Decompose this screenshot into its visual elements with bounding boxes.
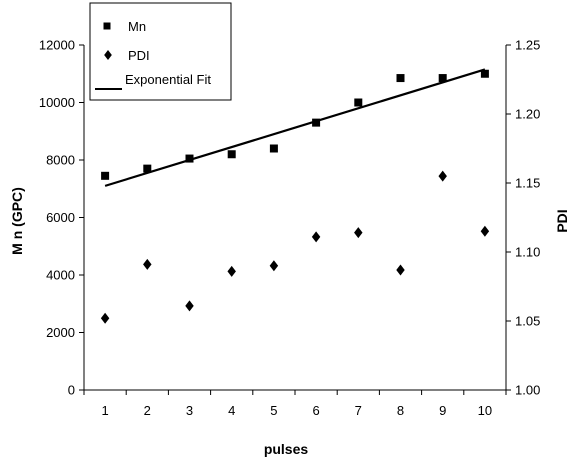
pdi-point: [396, 264, 405, 276]
x-tick-label: 1: [101, 403, 108, 418]
y-right-tick-label: 1.25: [515, 38, 540, 53]
mn-point: [227, 150, 236, 159]
y-right-axis-label: PDI: [554, 209, 570, 232]
x-tick-label: 7: [355, 403, 362, 418]
mn-point: [354, 98, 363, 107]
y-right-tick-label: 1.00: [515, 383, 540, 398]
mn-point: [143, 164, 152, 173]
pdi-point: [100, 312, 110, 324]
legend-label-mn: Mn: [128, 19, 146, 34]
x-tick-label: 2: [144, 403, 151, 418]
x-tick-label: 4: [228, 403, 235, 418]
mn-point: [312, 118, 321, 127]
pdi-point: [438, 170, 447, 182]
mn-point: [396, 74, 405, 83]
x-tick-label: 6: [312, 403, 319, 418]
y-left-tick-label: 2000: [46, 325, 75, 340]
y-left-tick-label: 12000: [39, 38, 75, 53]
legend-label-pdi: PDI: [128, 48, 150, 63]
pdi-point: [143, 258, 152, 270]
y-right-tick-label: 1.05: [515, 314, 540, 329]
x-axis-label: pulses: [264, 441, 309, 457]
mn-point: [185, 154, 194, 163]
y-left-tick-label: 0: [68, 383, 75, 398]
axes: 0 2000 4000 6000 8000 10000 12000 1.00 1.05 1.10 1…: [39, 38, 540, 419]
y-right-tick-label: 1.15: [515, 176, 540, 191]
pdi-point: [269, 260, 279, 272]
mn-point: [438, 74, 447, 83]
pdi-point: [311, 231, 321, 243]
x-tick-label: 9: [439, 403, 446, 418]
pdi-point: [227, 265, 236, 277]
y-left-tick-label: 4000: [46, 268, 75, 283]
x-tick-label: 8: [397, 403, 404, 418]
x-tick-label: 5: [270, 403, 277, 418]
y-left-tick-label: 8000: [46, 153, 75, 168]
mn-point: [269, 144, 278, 153]
pdi-point: [185, 300, 194, 312]
x-tick-label: 10: [478, 403, 492, 418]
legend-label-exponential-fit: Exponential Fit: [125, 72, 211, 87]
mn-point: [101, 171, 110, 180]
x-tick-label: 3: [186, 403, 193, 418]
data-marks: [100, 68, 490, 324]
exponential-fit-line: [104, 68, 486, 187]
y-right-tick-label: 1.10: [515, 245, 540, 260]
mn-point: [480, 69, 489, 78]
y-left-tick-label: 10000: [39, 95, 75, 110]
legend-mn-marker: [103, 22, 111, 30]
y-right-tick-label: 1.20: [515, 107, 540, 122]
pdi-point: [354, 227, 363, 239]
legend-pdi-marker: [104, 50, 112, 60]
legend-box: [89, 2, 232, 101]
y-left-axis-label: M n (GPC): [9, 187, 25, 255]
pdi-point: [480, 225, 490, 237]
y-left-tick-label: 6000: [46, 210, 75, 225]
legend: Mn PDI Exponential Fit: [89, 2, 232, 101]
